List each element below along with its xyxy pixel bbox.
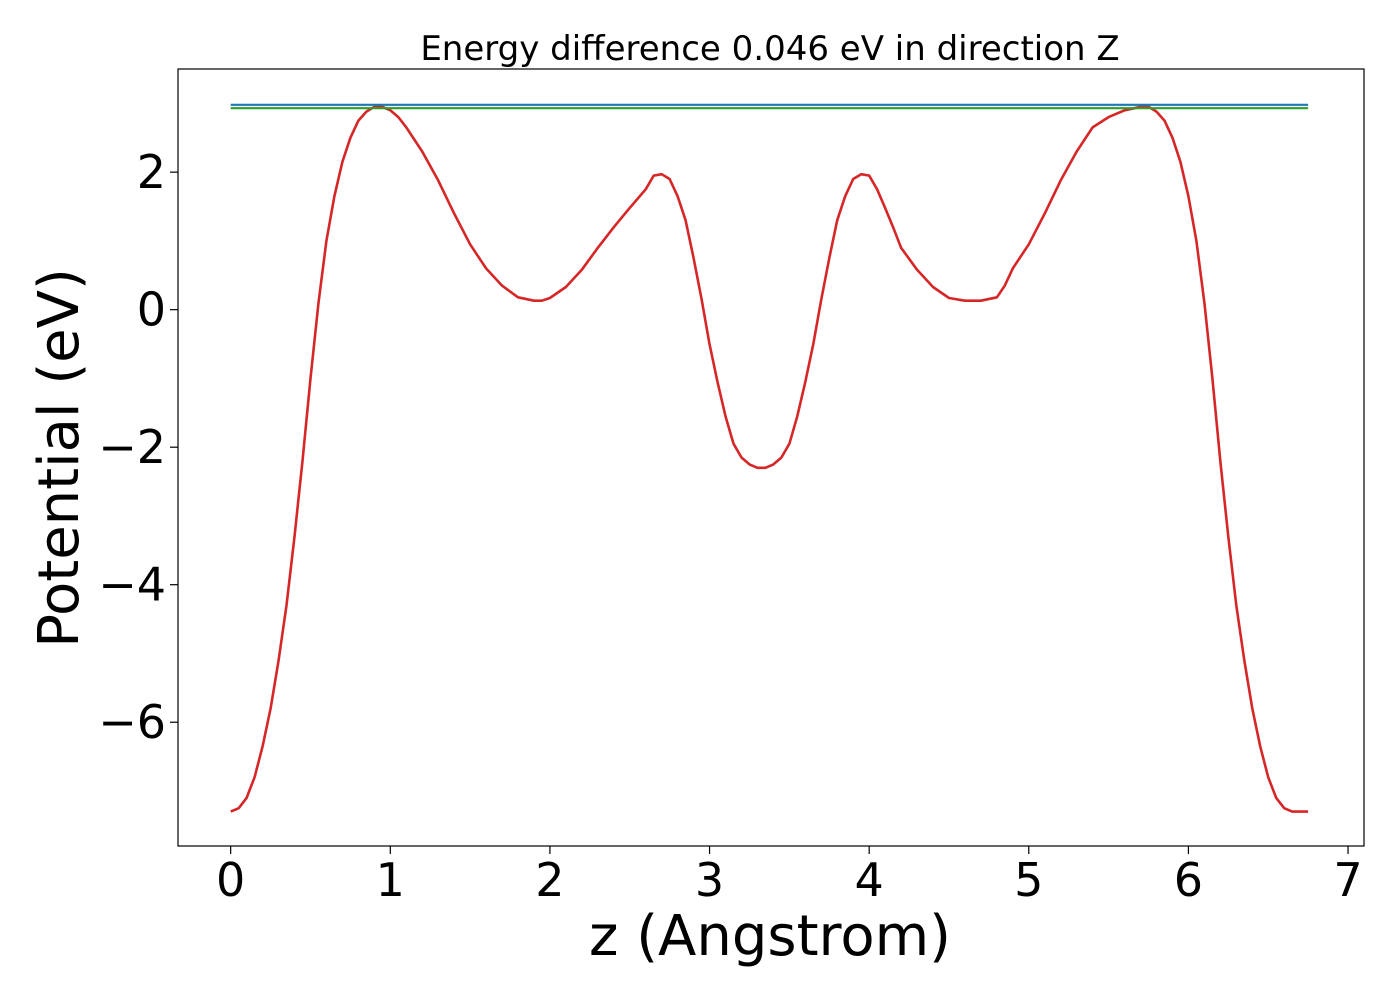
y-tick-label: −2 — [98, 420, 166, 474]
x-tick-label: 6 — [1174, 853, 1203, 907]
x-axis-label: z (Angstrom) — [589, 904, 951, 969]
y-tick-label: −6 — [98, 695, 166, 749]
x-tick-label: 3 — [695, 853, 724, 907]
x-tick-label: 2 — [535, 853, 564, 907]
y-axis-label: Potential (eV) — [27, 268, 92, 648]
x-tick-label: 4 — [855, 853, 884, 907]
y-tick-label: −4 — [98, 558, 166, 612]
y-tick-label: 0 — [137, 283, 166, 337]
x-tick-label: 5 — [1014, 853, 1043, 907]
series-line-0 — [230, 105, 1309, 813]
plot-area — [177, 68, 1365, 847]
chart-title: Energy difference 0.046 eV in direction … — [420, 29, 1119, 69]
series-layer — [230, 103, 1309, 813]
x-tick-label: 0 — [216, 853, 245, 907]
x-axis: 0 1 2 3 4 5 6 7 — [216, 846, 1363, 907]
x-tick-label: 1 — [376, 853, 405, 907]
y-tick-label: 2 — [137, 145, 166, 199]
x-tick-label: 7 — [1333, 853, 1362, 907]
y-axis: −6 −4 −2 0 2 — [98, 145, 178, 749]
